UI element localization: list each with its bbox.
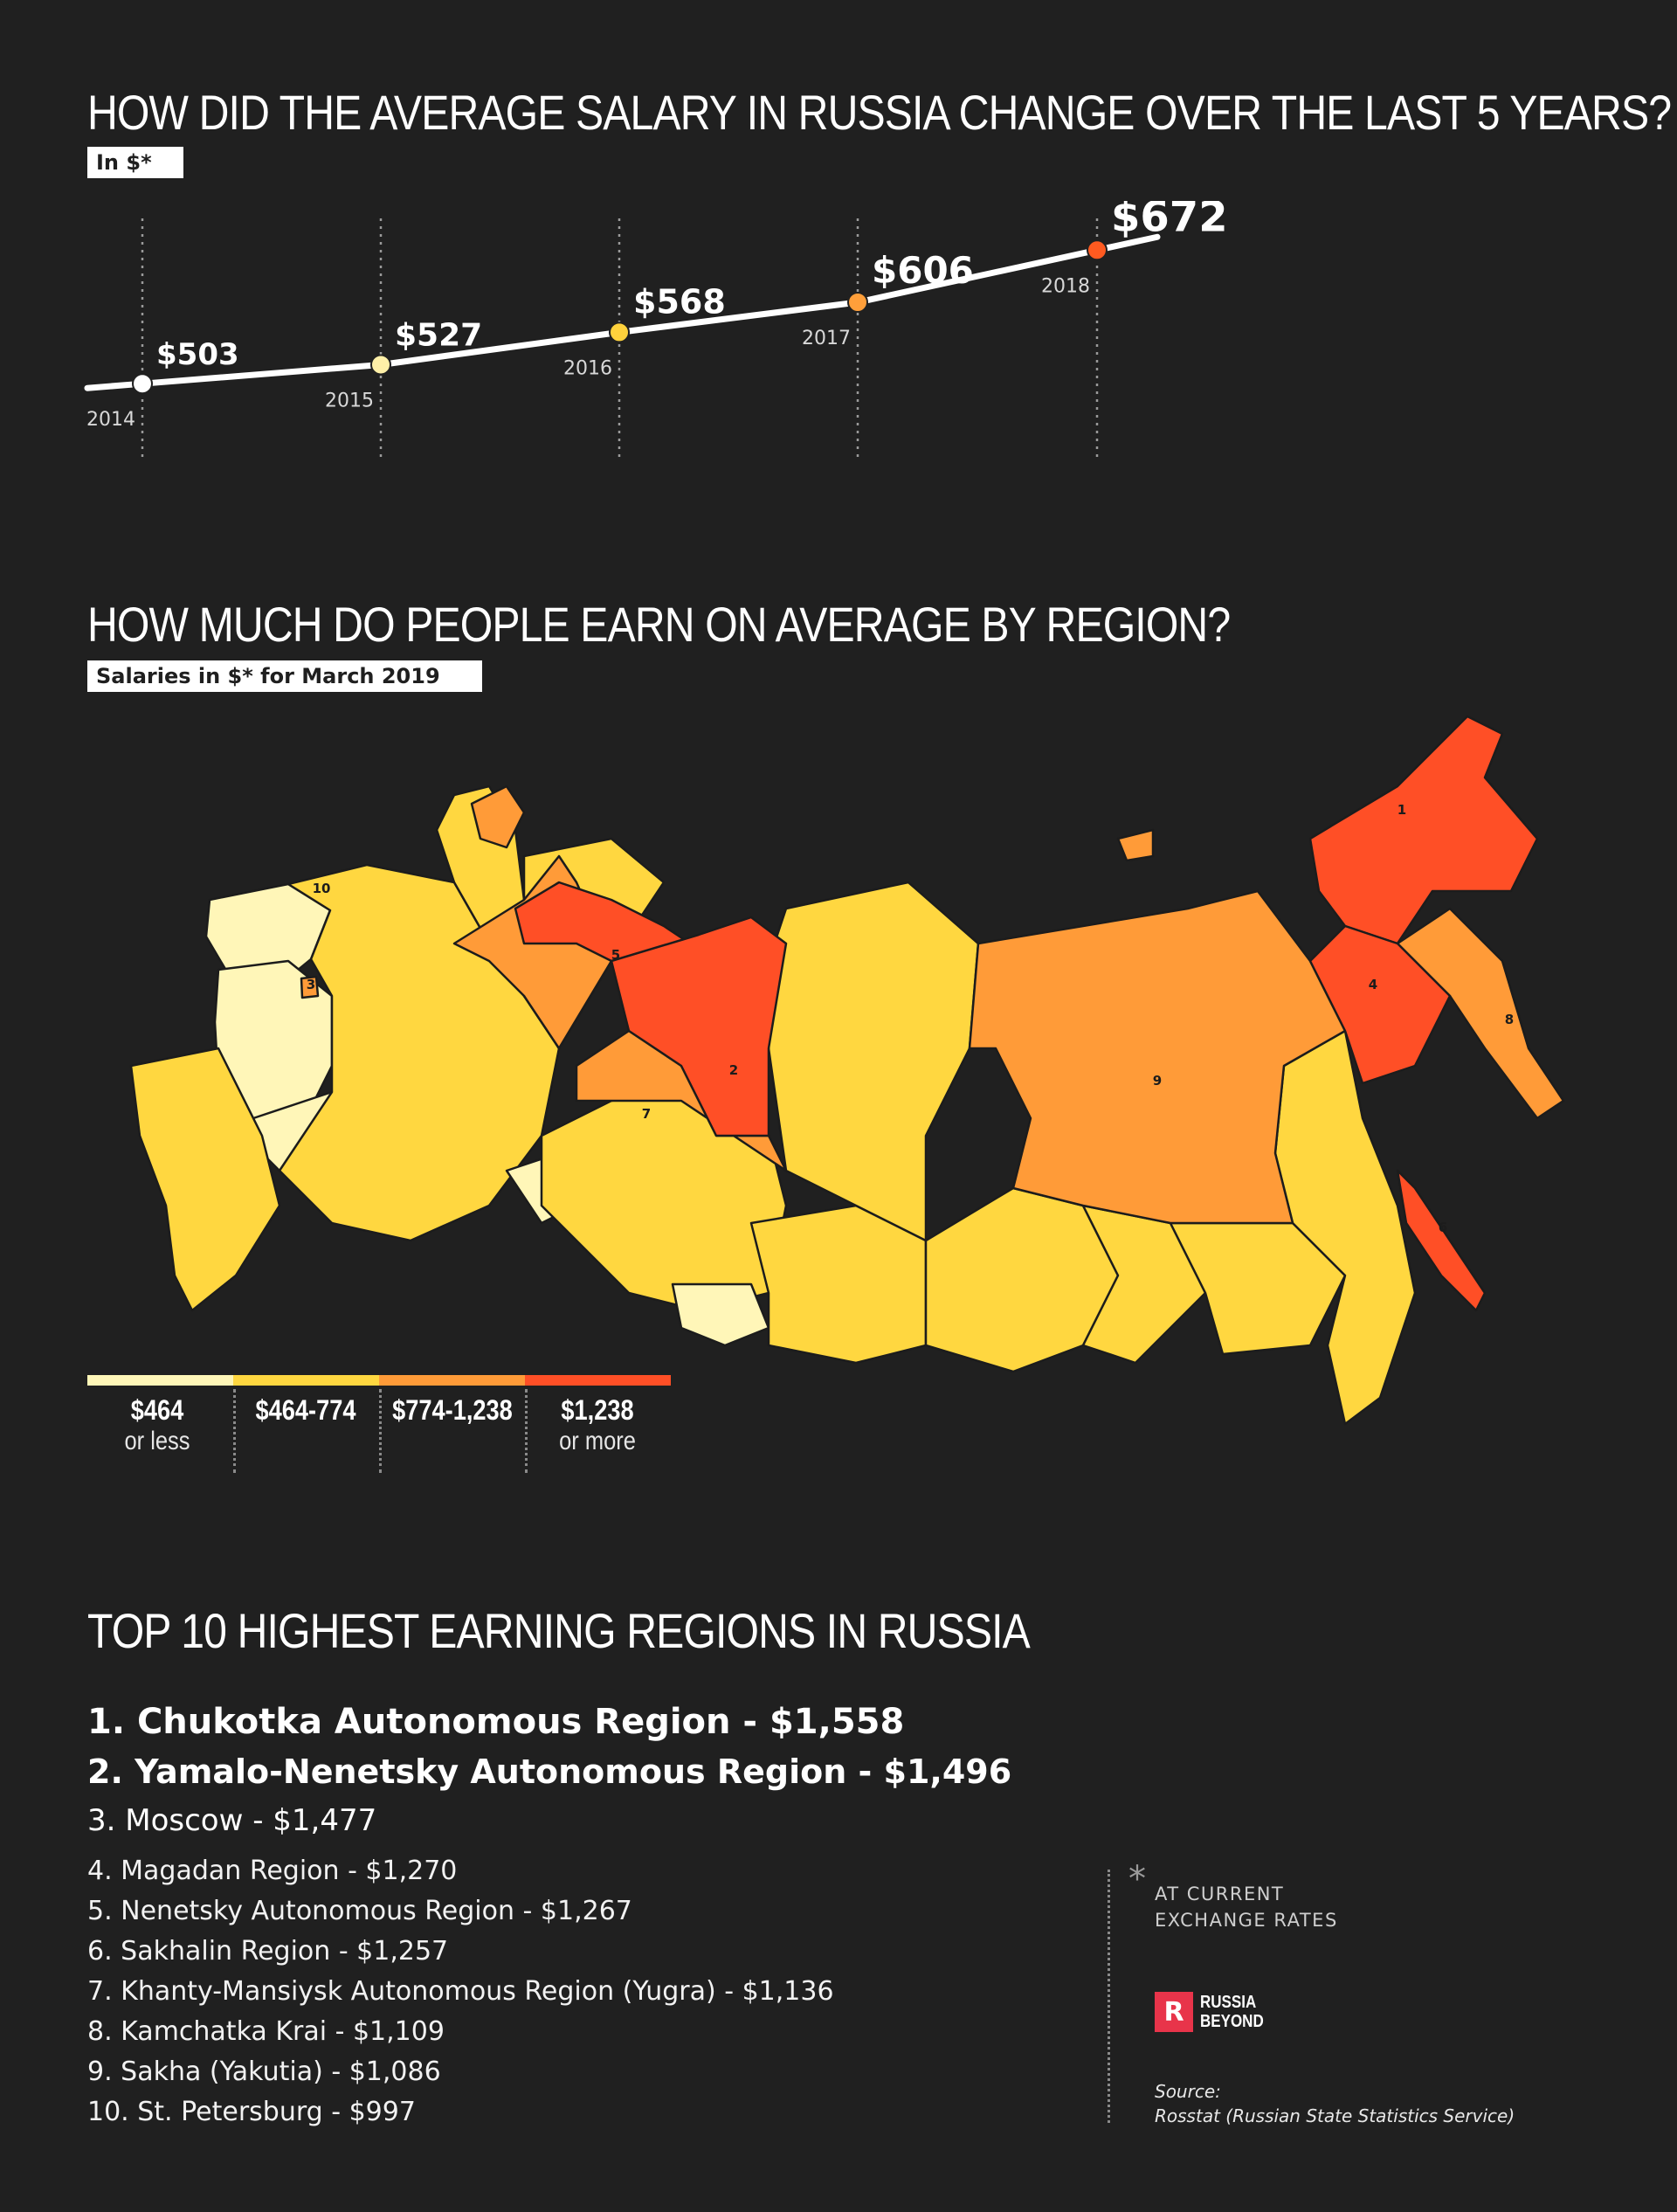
data-label-2014: $503 xyxy=(156,337,239,372)
region-khabarovsk xyxy=(1273,1029,1417,1426)
data-label-2017: $606 xyxy=(872,249,974,292)
rank-item-8: 8. Kamchatka Krai - $1,109 xyxy=(87,2016,445,2047)
year-label-2017: 2017 xyxy=(802,328,851,349)
data-point-2018 xyxy=(1087,239,1108,261)
map-label-10: 10 xyxy=(313,881,331,896)
legend-swatch-3 xyxy=(379,1375,525,1386)
rank-item-1: 1. Chukotka Autonomous Region - $1,558 xyxy=(87,1702,905,1742)
top10-title: TOP 10 HIGHEST EARNING REGIONS IN RUSSIA xyxy=(87,1603,1031,1658)
legend-divider xyxy=(525,1389,528,1473)
footnote-line1: AT CURRENT xyxy=(1155,1884,1285,1904)
region-far-west xyxy=(129,1047,281,1312)
region-magadan xyxy=(1308,924,1452,1085)
legend-swatch-1 xyxy=(87,1375,233,1386)
rank-item-5: 5. Nenetsky Autonomous Region - $1,267 xyxy=(87,1896,632,1926)
legend-label-1: $464 or less xyxy=(83,1394,231,1456)
region-altai xyxy=(749,1204,928,1365)
footnote-line2: EXCHANGE RATES xyxy=(1155,1910,1338,1931)
footnote-star: * xyxy=(1128,1859,1146,1899)
legend-subtext: or more xyxy=(559,1427,636,1455)
data-label-2018: $672 xyxy=(1111,201,1228,241)
logo-mark-icon: R xyxy=(1155,1992,1193,2032)
map-label-8: 8 xyxy=(1505,1012,1514,1027)
rank-item-9: 9. Sakha (Yakutia) - $1,086 xyxy=(87,2056,441,2087)
legend-value: $1,238 xyxy=(561,1394,634,1426)
line-chart-subtitle: In $* xyxy=(87,147,183,178)
region-sakhalin xyxy=(1396,1169,1487,1312)
map-legend xyxy=(87,1375,671,1386)
rank-item-3: 3. Moscow - $1,477 xyxy=(87,1803,377,1838)
map-subtitle: Salaries in $* for March 2019 xyxy=(87,660,482,692)
rank-item-4: 4. Magadan Region - $1,270 xyxy=(87,1856,458,1886)
region-kazakh-border-light xyxy=(671,1282,770,1347)
data-point-2017 xyxy=(847,292,868,313)
region-chukotka xyxy=(1308,715,1539,945)
legend-label-2: $464-774 xyxy=(231,1394,380,1427)
map-label-6: 6 xyxy=(1439,1220,1447,1235)
map-label-3: 3 xyxy=(307,977,315,992)
region-kamchatka xyxy=(1396,907,1565,1120)
line-chart-title: HOW DID THE AVERAGE SALARY IN RUSSIA CHA… xyxy=(87,85,1672,140)
legend-value: $774-1,238 xyxy=(392,1394,513,1426)
logo-line2: BEYOND xyxy=(1200,2012,1264,2031)
legend-divider xyxy=(379,1389,382,1473)
map-label-1: 1 xyxy=(1398,802,1406,818)
legend-swatch-2 xyxy=(233,1375,379,1386)
legend-swatch-4 xyxy=(525,1375,671,1386)
year-label-2015: 2015 xyxy=(325,390,374,411)
legend-label-4: $1,238 or more xyxy=(523,1394,672,1456)
map-label-9: 9 xyxy=(1153,1073,1162,1089)
region-yamal xyxy=(610,916,788,1137)
data-point-2014 xyxy=(132,373,153,395)
source-label: Source: xyxy=(1155,2081,1221,2102)
legend-value: $464 xyxy=(130,1394,184,1426)
legend-subtext: or less xyxy=(124,1427,190,1455)
legend-value: $464-774 xyxy=(255,1394,356,1426)
map-title: HOW MUCH DO PEOPLE EARN ON AVERAGE BY RE… xyxy=(87,597,1231,652)
rank-item-7: 7. Khanty-Mansiysk Autonomous Region (Yu… xyxy=(87,1976,834,2007)
logo-line1: RUSSIA xyxy=(1200,1993,1257,2012)
russia-beyond-logo: R RUSSIA BEYOND xyxy=(1155,1992,1275,2032)
russia-region-map: 1 2 3 4 5 6 7 8 9 10 xyxy=(129,715,1565,1426)
region-moscow xyxy=(300,975,320,999)
data-label-2016: $568 xyxy=(633,282,726,321)
legend-label-3: $774-1,238 xyxy=(378,1394,527,1427)
footnote-divider xyxy=(1108,1870,1110,2123)
year-label-2018: 2018 xyxy=(1041,275,1090,297)
map-label-7: 7 xyxy=(642,1106,651,1122)
year-label-2014: 2014 xyxy=(86,409,135,431)
map-label-4: 4 xyxy=(1369,977,1377,992)
map-label-2: 2 xyxy=(729,1062,738,1078)
region-krasnoyarsk xyxy=(767,881,980,1242)
salary-line-chart: $503 2014 $527 2015 $568 2016 $606 2017 $672 2018 xyxy=(84,201,1228,459)
data-point-2016 xyxy=(609,321,630,343)
salary-series-line xyxy=(84,233,1161,391)
data-point-2015 xyxy=(370,354,391,376)
legend-divider xyxy=(233,1389,236,1473)
map-label-5: 5 xyxy=(611,947,620,963)
rank-item-10: 10. St. Petersburg - $997 xyxy=(87,2097,416,2127)
source-text: Rosstat (Russian State Statistics Servic… xyxy=(1155,2105,1515,2126)
rank-item-2: 2. Yamalo-Nenetsky Autonomous Region - $… xyxy=(87,1752,1012,1791)
rank-item-6: 6. Sakhalin Region - $1,257 xyxy=(87,1936,449,1967)
data-label-2015: $527 xyxy=(395,317,482,353)
region-yakut-islands xyxy=(1116,828,1155,862)
region-novaya-zemlya xyxy=(470,785,526,849)
year-label-2016: 2016 xyxy=(563,357,612,379)
region-sakha xyxy=(968,889,1347,1225)
